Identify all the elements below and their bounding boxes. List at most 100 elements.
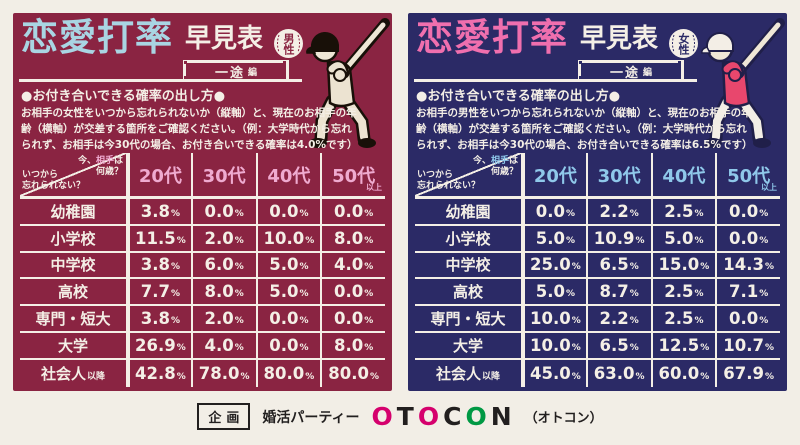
diag-question: 今、相手は 何歳？ (472, 156, 518, 178)
rate-cell: 2.2% (585, 306, 651, 333)
rate-table: 今、相手は 何歳？ いつから 忘れられない？ 20代 30代 40代 50代 以上 幼稚園… (415, 153, 780, 387)
row-label: 中学校 (415, 253, 521, 280)
panels-row: 恋愛打率 早見表 一途 編 男性 ●お付き合いできる確率の出し方● (13, 13, 787, 391)
row-label: 大学 (20, 333, 126, 360)
credit-label: 企画 (197, 403, 251, 430)
rate-cell: 6.5% (585, 252, 651, 280)
rate-cell: 0.0% (521, 199, 586, 226)
panel-title: 恋愛打率 (21, 16, 173, 59)
rate-cell: 26.9% (126, 332, 191, 360)
howto-title: ●お付き合いできる確率の出し方● (21, 89, 226, 104)
diagonal-header-cell: 今、相手は 何歳？ いつから 忘れられない？ (415, 153, 521, 199)
column-header: 20代 (126, 153, 191, 199)
gender-badge: 男性 (274, 29, 303, 58)
row-label: 専門・短大 (415, 306, 521, 333)
rate-cell: 2.2% (585, 199, 651, 226)
rate-cell: 5.0% (255, 252, 321, 280)
edition-suffix: 編 (248, 67, 258, 78)
howto-block: ●お付き合いできる確率の出し方● お相手の男性をいつから忘れられないか（縦軸）と… (416, 85, 756, 153)
edition-suffix: 編 (643, 67, 653, 78)
panel-male: 恋愛打率 早見表 一途 編 男性 ●お付き合いできる確率の出し方● (13, 13, 392, 391)
gender-badge-label: 男性 (282, 32, 295, 55)
gender-badge: 女性 (669, 29, 698, 58)
brand-letter: N (490, 402, 513, 431)
rate-cell: 11.5% (126, 225, 191, 253)
row-label: 専門・短大 (20, 306, 126, 333)
brand-reading: （オトコン） (524, 411, 603, 426)
howto-body: お相手の女性をいつから忘れられないか（縦軸）と、現在のお相手の年齢（横軸）が交差… (21, 107, 358, 151)
rate-cell: 10.0% (255, 225, 321, 253)
rate-cell: 2.5% (650, 279, 716, 307)
rate-cell: 8.0% (190, 279, 256, 307)
diag-answer: いつから 忘れられない？ (417, 169, 481, 191)
rate-cell: 3.8% (126, 199, 191, 226)
panel-header: 恋愛打率 早見表 一途 編 男性 ●お付き合いできる確率の出し方● (13, 13, 392, 153)
row-label: 社会人 以降 (435, 364, 501, 383)
howto-body: お相手の男性をいつから忘れられないか（縦軸）と、現在のお相手の年齢（横軸）が交差… (416, 107, 753, 151)
rate-cell: 5.0% (521, 225, 586, 253)
rate-cell: 14.3% (715, 252, 780, 280)
edition-box: 一途 編 (183, 60, 289, 82)
column-header: 50代 以上 (715, 153, 780, 199)
rate-cell: 8.0% (320, 225, 385, 253)
row-label: 小学校 (415, 226, 521, 253)
rate-cell: 45.0% (521, 359, 586, 387)
edition-corner-dots (579, 61, 582, 64)
rate-cell: 60.0% (650, 359, 716, 387)
rate-cell: 6.0% (190, 252, 256, 280)
rate-cell: 8.7% (585, 279, 651, 307)
rate-cell: 5.0% (521, 279, 586, 307)
title-underline (414, 79, 697, 82)
rate-cell: 42.8% (126, 359, 191, 387)
rate-cell: 0.0% (715, 199, 780, 226)
batter-illustration (701, 18, 785, 148)
panel-title: 恋愛打率 (416, 16, 568, 59)
rate-cell: 15.0% (650, 252, 716, 280)
rate-cell: 78.0% (190, 359, 256, 387)
rate-cell: 10.0% (521, 332, 586, 360)
rate-cell: 2.0% (190, 225, 256, 253)
column-header: 50代 以上 (320, 153, 385, 199)
rate-cell: 0.0% (320, 306, 385, 333)
rate-cell: 2.5% (650, 306, 716, 333)
howto-block: ●お付き合いできる確率の出し方● お相手の女性をいつから忘れられないか（縦軸）と… (21, 85, 361, 153)
rate-cell: 0.0% (715, 225, 780, 253)
brand-letter: C (443, 402, 463, 431)
row-label: 高校 (20, 279, 126, 307)
rate-cell: 0.0% (190, 199, 256, 226)
row-label: 社会人 以降 (40, 364, 106, 383)
column-header: 30代 (585, 153, 651, 199)
row-label: 中学校 (20, 253, 126, 280)
rate-cell: 3.8% (126, 252, 191, 280)
baseball-stitches-icon (277, 34, 300, 53)
rate-cell: 2.0% (190, 306, 256, 333)
rate-cell: 7.7% (126, 279, 191, 307)
panel-female: 恋愛打率 早見表 一途 編 女性 ●お付き合いできる確率の出し方● (408, 13, 787, 391)
rate-cell: 3.8% (126, 306, 191, 333)
rate-cell: 0.0% (255, 306, 321, 333)
rate-cell: 80.0% (320, 359, 385, 387)
rate-cell: 63.0% (585, 359, 651, 387)
rate-cell: 0.0% (320, 199, 385, 226)
baseball-stitches-icon (672, 34, 695, 53)
rate-cell: 10.0% (521, 306, 586, 333)
row-label: 高校 (415, 279, 521, 307)
rate-table: 今、相手は 何歳？ いつから 忘れられない？ 20代 30代 40代 50代 以上 幼稚園… (20, 153, 385, 387)
panel-header: 恋愛打率 早見表 一途 編 女性 ●お付き合いできる確率の出し方● (408, 13, 787, 153)
diag-question: 今、相手は 何歳？ (77, 156, 123, 178)
rate-cell: 5.0% (650, 225, 716, 253)
rate-cell: 10.7% (715, 332, 780, 360)
service-name: 婚活パーティー (262, 409, 360, 426)
edition-box: 一途 編 (578, 60, 684, 82)
rate-cell: 6.5% (585, 332, 651, 360)
row-label: 大学 (415, 333, 521, 360)
column-header: 30代 (190, 153, 256, 199)
brand-letter: O (465, 402, 488, 431)
gender-badge-label: 女性 (677, 32, 690, 55)
howto-title: ●お付き合いできる確率の出し方● (416, 89, 621, 104)
rate-cell: 0.0% (255, 199, 321, 226)
diagonal-header-cell: 今、相手は 何歳？ いつから 忘れられない？ (20, 153, 126, 199)
